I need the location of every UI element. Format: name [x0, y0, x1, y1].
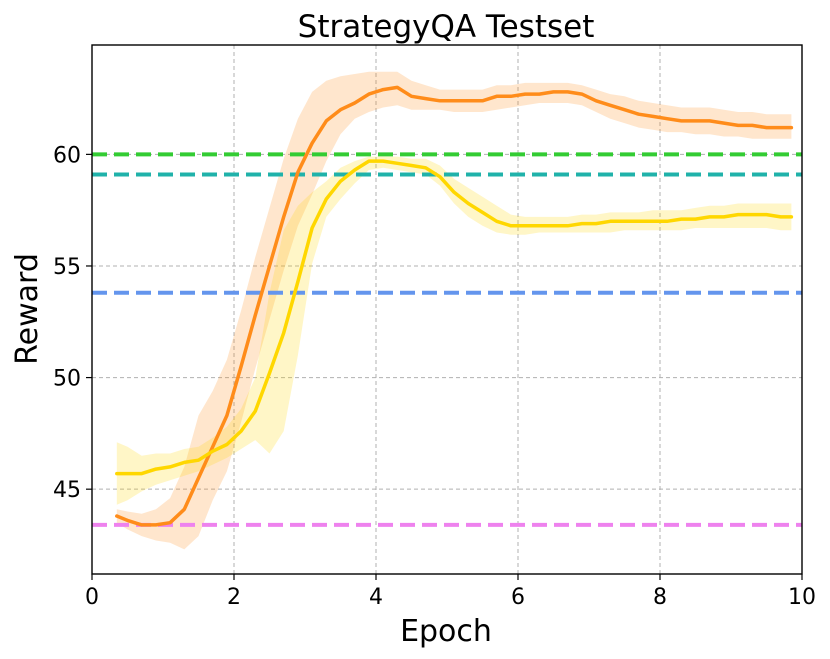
y-tick-label: 60: [53, 143, 81, 168]
series-1-line: [115, 159, 794, 476]
grid: [92, 45, 802, 574]
series-0-band: [116, 71, 792, 550]
x-tick-label: 10: [788, 585, 816, 610]
x-axis-label: Epoch: [400, 614, 492, 649]
y-axis-label: Reward: [10, 253, 45, 365]
chart-title: StrategyQA Testset: [298, 9, 595, 45]
series-lines: [115, 85, 794, 527]
confidence-bands: [116, 71, 792, 550]
x-tick-label: 4: [369, 585, 383, 610]
plot-frame: [91, 44, 803, 575]
series-1-band: [116, 156, 792, 505]
x-tick-label: 6: [511, 585, 525, 610]
y-tick-label: 45: [53, 478, 81, 503]
x-tick-label: 0: [85, 585, 99, 610]
x-tick-label: 8: [653, 585, 667, 610]
baseline-lines: [92, 152, 802, 527]
y-tick-label: 50: [53, 367, 81, 392]
series-0-line: [115, 85, 794, 527]
x-tick-label: 2: [227, 585, 241, 610]
y-tick-label: 55: [53, 255, 81, 280]
axis-ticks: 0 2 4 6 8 10 45 50 55 60: [53, 143, 816, 610]
